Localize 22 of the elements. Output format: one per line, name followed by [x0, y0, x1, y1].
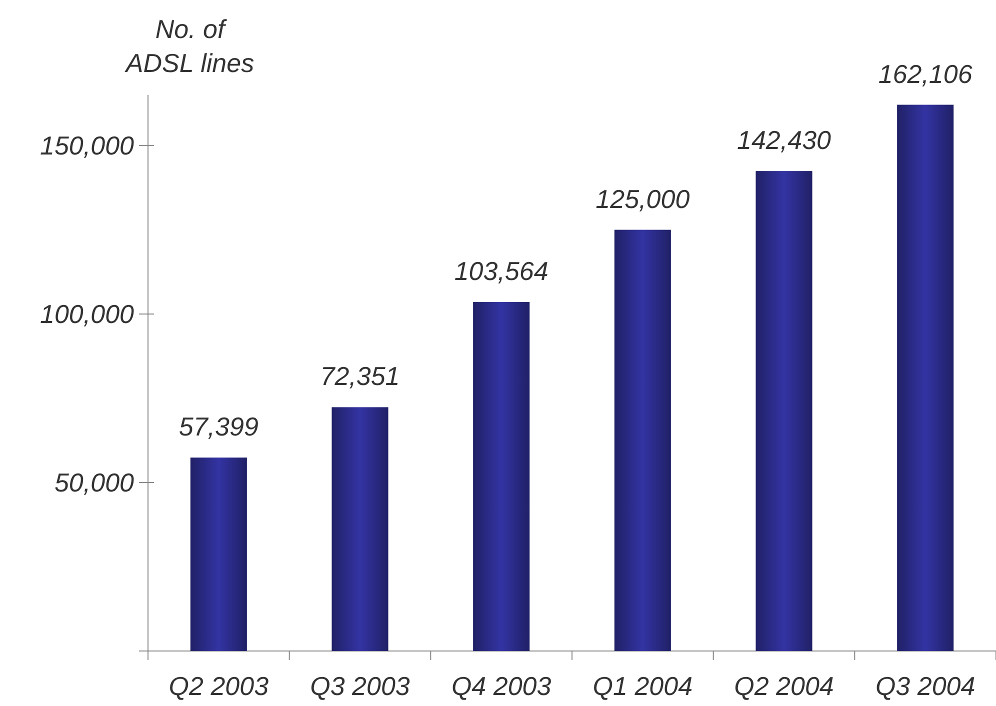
bar: [473, 302, 530, 651]
bar: [897, 104, 954, 651]
data-label: 125,000: [596, 184, 690, 214]
bar: [332, 407, 388, 651]
x-tick-label: Q2 2004: [734, 671, 834, 701]
data-label: 57,399: [178, 412, 258, 442]
x-tick-label: Q4 2003: [451, 671, 552, 701]
x-tick-label: Q2 2003: [168, 671, 270, 701]
y-axis-title: No. of ADSL lines: [124, 14, 254, 78]
data-label: 142,430: [737, 125, 832, 156]
y-tick-label: 100,000: [40, 299, 135, 330]
y-tick-label: 150,000: [40, 130, 135, 161]
bar: [614, 230, 671, 651]
y-tick-label: 50,000: [54, 468, 135, 498]
data-label: 103,564: [454, 256, 548, 286]
bar: [190, 458, 247, 651]
x-tick-label: Q1 2004: [592, 671, 693, 701]
data-label: 162,106: [878, 58, 973, 89]
bar: [756, 171, 812, 651]
data-label: 72,351: [320, 361, 400, 392]
x-tick-label: Q3 2003: [310, 671, 410, 701]
x-tick-label: Q3 2004: [875, 671, 976, 701]
